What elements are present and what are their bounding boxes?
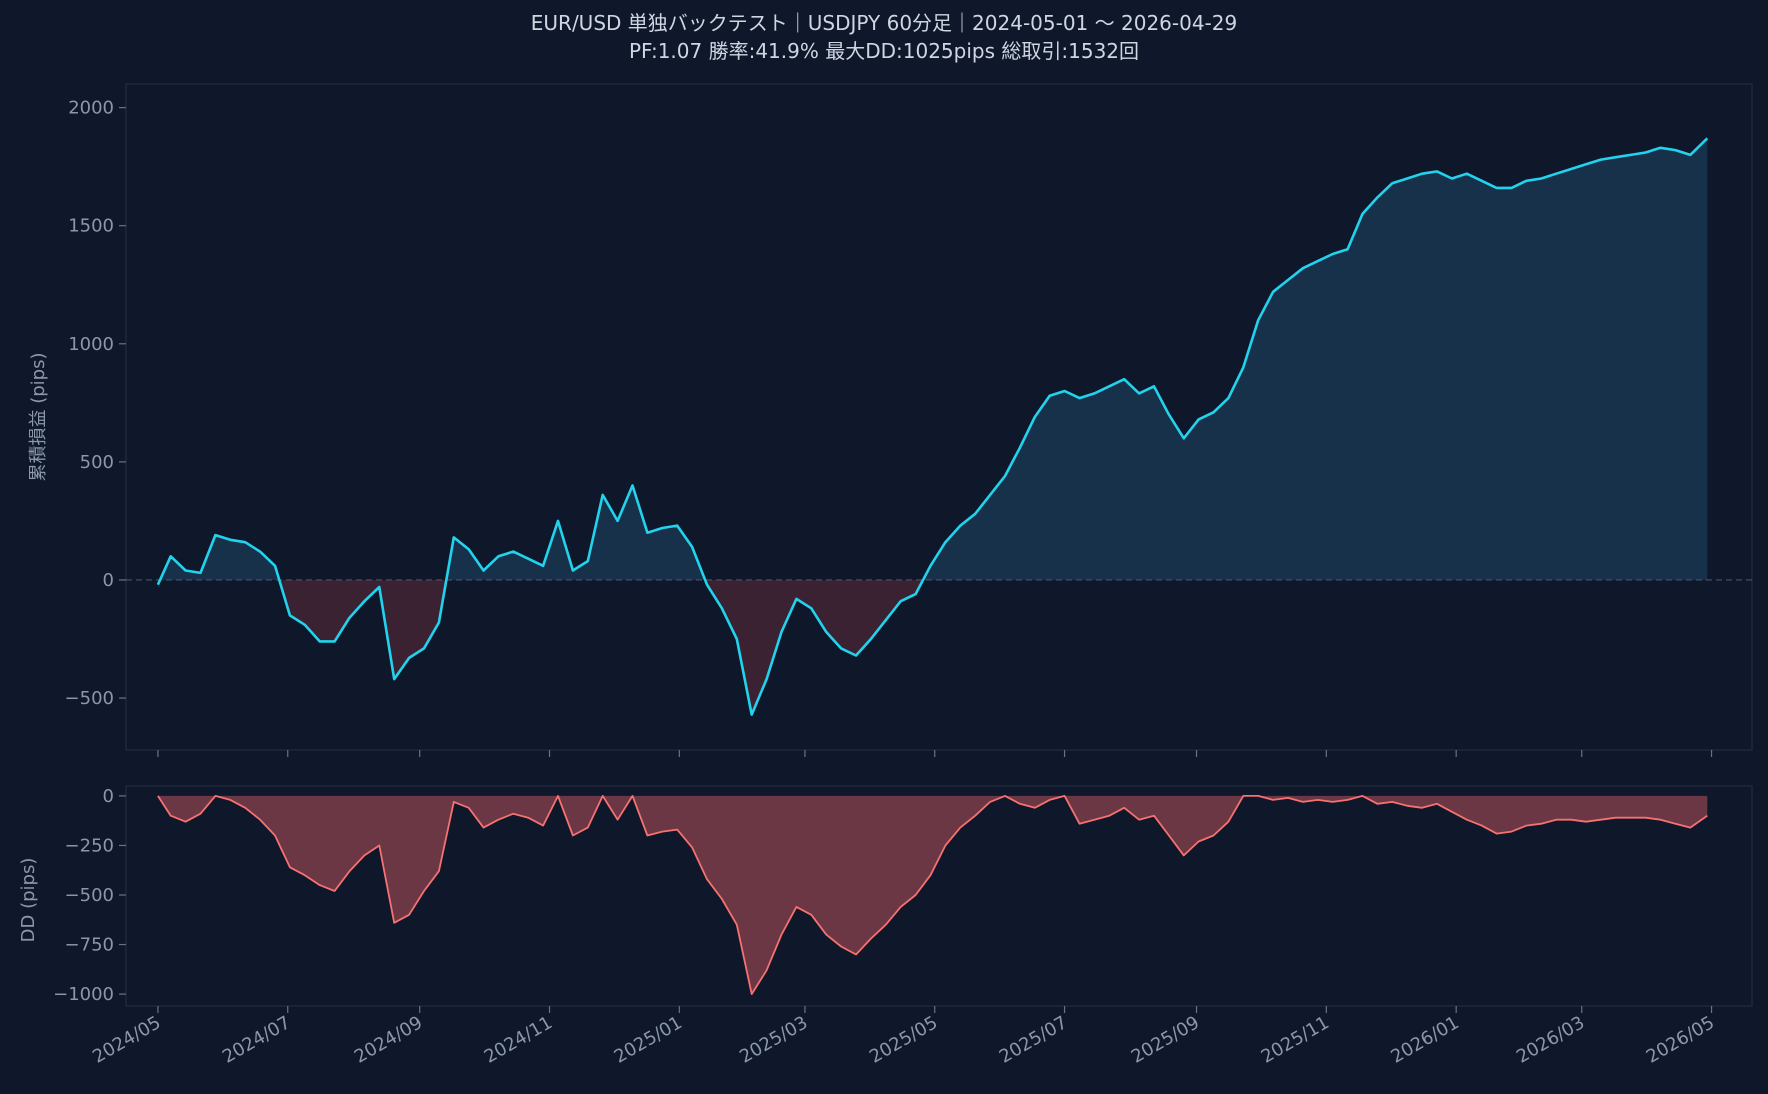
drawdown-panel-frame [125,785,1753,1007]
y-tick-label: −500 [65,885,114,906]
chart-title: EUR/USD 単独バックテスト｜USDJPY 60分足｜2024-05-01 … [531,11,1237,35]
drawdown-fill [157,795,1708,995]
drawdown-y-axis-label: DD (pips) [18,858,39,943]
y-tick-label: 1000 [68,334,114,355]
equity-x-ticks [157,750,1713,757]
equity-y-axis-label: 累積損益 (pips) [28,353,49,482]
equity-fill [157,138,1708,715]
equity-panel-frame [125,83,1753,751]
drawdown-line [157,795,1708,995]
y-tick-label: 500 [80,452,114,473]
equity-fill-positive [160,138,1708,580]
equity-fill-negative [157,579,1708,715]
equity-y-ticks: −500 0 500 1000 1500 2000 [65,98,126,709]
equity-line [156,137,1709,716]
y-tick-label: 1500 [68,216,114,237]
y-tick-label: 0 [103,570,114,591]
y-tick-label: 2000 [68,98,114,119]
equity-panel: −500 0 500 1000 1500 2000 累積損益 (pips) [28,83,1753,757]
y-tick-label: −500 [65,688,114,709]
y-tick-label: −1000 [53,984,114,1005]
y-tick-label: 0 [103,786,114,807]
drawdown-y-ticks: −1000 −750 −500 −250 0 [53,786,126,1005]
y-tick-label: −750 [65,935,114,956]
y-tick-label: −250 [65,835,114,856]
chart-subtitle: PF:1.07 勝率:41.9% 最大DD:1025pips 総取引:1532回 [629,39,1139,63]
